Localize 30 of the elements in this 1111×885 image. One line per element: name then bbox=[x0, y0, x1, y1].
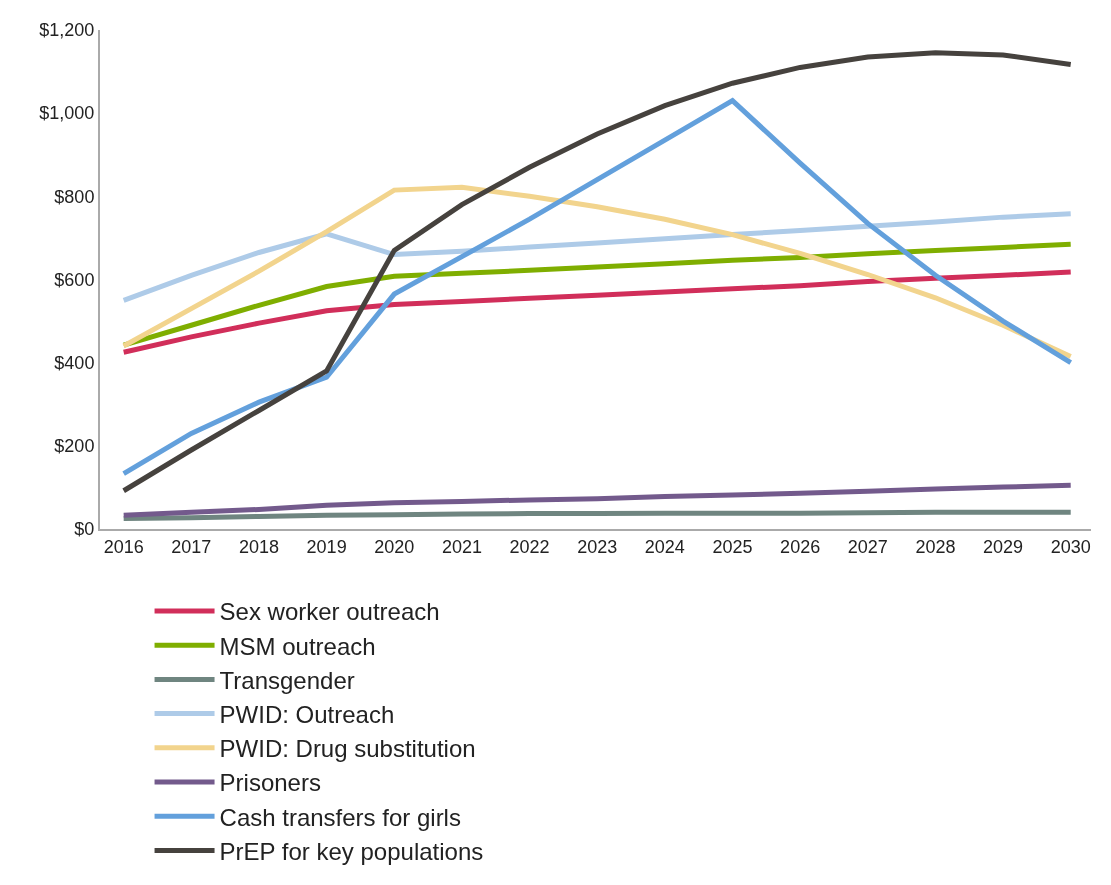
legend-label: Prisoners bbox=[219, 769, 321, 797]
y-tick-label: $400 bbox=[54, 352, 95, 373]
legend-label: Transgender bbox=[219, 666, 355, 694]
y-tick-label: $1,000 bbox=[39, 103, 95, 124]
x-tick-label: 2024 bbox=[644, 536, 685, 557]
legend-label: Sex worker outreach bbox=[219, 598, 440, 626]
y-tick-label: $0 bbox=[74, 519, 95, 540]
y-tick-label: $200 bbox=[54, 436, 95, 457]
y-tick-label: $800 bbox=[54, 186, 95, 207]
x-tick-label: 2023 bbox=[577, 536, 618, 557]
x-tick-label: 2029 bbox=[983, 536, 1024, 557]
x-tick-label: 2018 bbox=[238, 536, 279, 557]
legend-label: PWID: Drug substitution bbox=[219, 735, 476, 763]
x-tick-label: 2017 bbox=[171, 536, 212, 557]
legend-label: PWID: Outreach bbox=[219, 700, 395, 728]
legend-label: PrEP for key populations bbox=[219, 837, 484, 865]
y-tick-label: $600 bbox=[54, 269, 95, 290]
x-tick-label: 2027 bbox=[847, 536, 888, 557]
x-tick-label: 2020 bbox=[374, 536, 415, 557]
x-tick-label: 2021 bbox=[441, 536, 482, 557]
x-tick-label: 2030 bbox=[1050, 536, 1091, 557]
x-tick-label: 2022 bbox=[509, 536, 550, 557]
x-tick-label: 2025 bbox=[712, 536, 753, 557]
legend-label: MSM outreach bbox=[219, 632, 376, 660]
x-tick-label: 2026 bbox=[780, 536, 821, 557]
y-tick-label: $1,200 bbox=[39, 20, 95, 41]
legend-label: Cash transfers for girls bbox=[219, 803, 461, 831]
x-tick-label: 2019 bbox=[306, 536, 347, 557]
x-tick-label: 2028 bbox=[915, 536, 956, 557]
x-tick-label: 2016 bbox=[103, 536, 144, 557]
